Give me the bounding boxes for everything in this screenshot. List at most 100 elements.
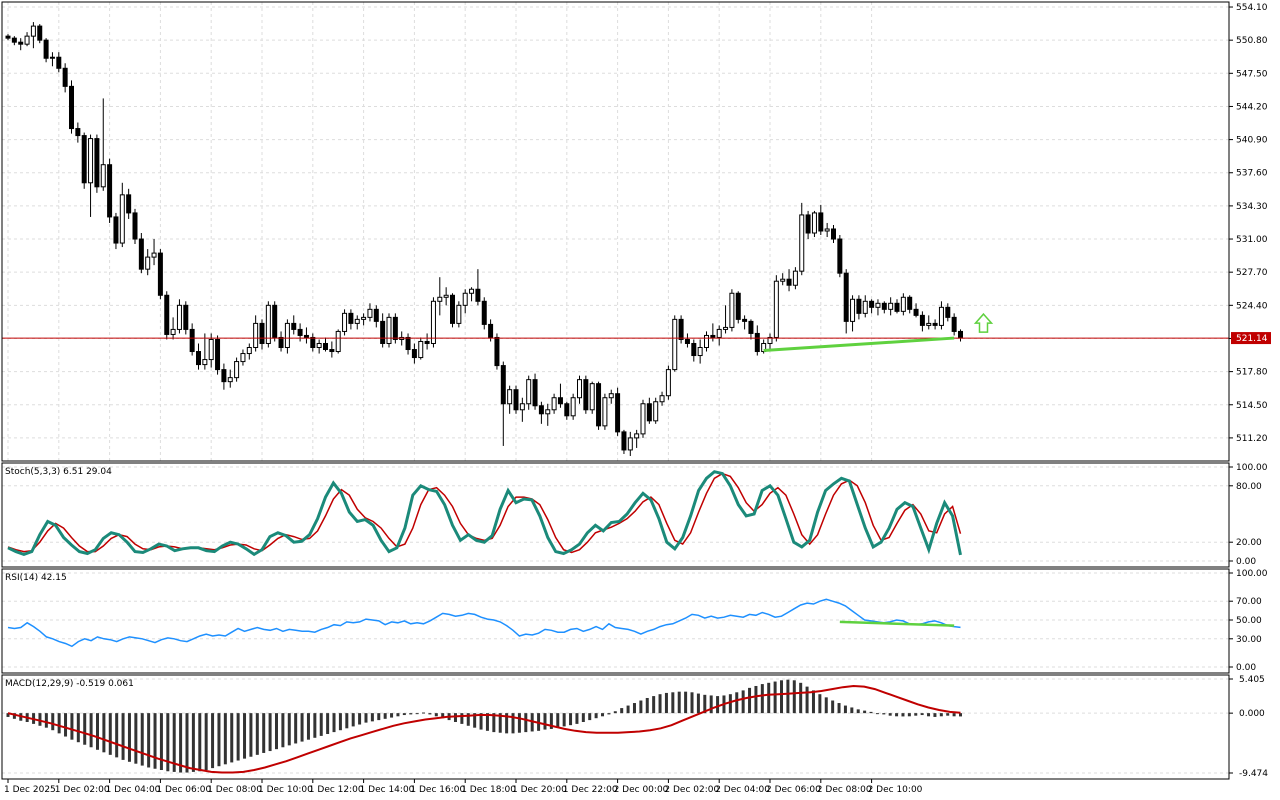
candle[interactable] <box>684 333 690 348</box>
candle[interactable] <box>450 293 455 328</box>
candle[interactable] <box>329 341 335 358</box>
candle[interactable] <box>157 249 163 300</box>
candle[interactable] <box>919 311 925 332</box>
candle[interactable] <box>589 381 595 414</box>
candle[interactable] <box>354 315 360 330</box>
candle[interactable] <box>30 22 36 49</box>
candle[interactable] <box>932 319 938 330</box>
candle[interactable] <box>608 389 614 404</box>
candle[interactable] <box>5 34 11 41</box>
candle[interactable] <box>189 323 195 356</box>
candle[interactable] <box>291 315 297 335</box>
candle[interactable] <box>532 373 538 410</box>
candle[interactable] <box>792 267 798 290</box>
candle[interactable] <box>81 132 87 189</box>
candle[interactable] <box>119 182 125 248</box>
candle[interactable] <box>615 387 621 436</box>
candle[interactable] <box>761 339 767 354</box>
candle[interactable] <box>805 210 811 240</box>
candle[interactable] <box>659 391 665 406</box>
candle[interactable] <box>246 343 252 360</box>
candle[interactable] <box>284 319 290 354</box>
candle[interactable] <box>132 208 138 245</box>
candle[interactable] <box>202 333 208 370</box>
candle[interactable] <box>342 309 348 336</box>
candle[interactable] <box>253 315 259 352</box>
candle[interactable] <box>18 38 24 51</box>
candle[interactable] <box>272 301 278 342</box>
candle[interactable] <box>259 319 265 350</box>
candle[interactable] <box>170 317 176 340</box>
candle[interactable] <box>418 337 424 360</box>
candle[interactable] <box>380 313 386 348</box>
candle[interactable] <box>100 98 106 191</box>
candle[interactable] <box>875 299 881 316</box>
candle[interactable] <box>888 297 894 316</box>
candle[interactable] <box>373 305 379 328</box>
candle[interactable] <box>831 224 836 244</box>
candle[interactable] <box>697 339 703 364</box>
candle[interactable] <box>208 333 214 368</box>
candle[interactable] <box>640 399 646 438</box>
candle[interactable] <box>494 333 500 370</box>
candle[interactable] <box>748 319 754 340</box>
candlestick-series[interactable] <box>5 22 963 456</box>
stoch-panel[interactable]: 100.00 80.00 20.00 0.00 Stoch(5,3,3) 6.51 2… <box>1 462 1268 568</box>
candle[interactable] <box>951 313 957 336</box>
candle[interactable] <box>475 269 481 306</box>
candle[interactable] <box>799 202 805 276</box>
candle[interactable] <box>392 313 398 344</box>
candle[interactable] <box>691 339 697 362</box>
candle[interactable] <box>24 32 30 47</box>
price-axis[interactable]: 554.10 550.80 547.50 544.20 540.90 537.60 534.… <box>1229 3 1268 444</box>
candle[interactable] <box>538 401 544 424</box>
candle[interactable] <box>665 365 671 400</box>
candle[interactable] <box>913 303 919 318</box>
candle[interactable] <box>88 134 94 217</box>
candle[interactable] <box>545 403 551 426</box>
candle[interactable] <box>49 52 55 67</box>
candle[interactable] <box>856 295 862 320</box>
candle[interactable] <box>316 339 322 354</box>
candle[interactable] <box>348 309 354 330</box>
candle[interactable] <box>945 303 951 322</box>
candle[interactable] <box>11 36 17 46</box>
candle[interactable] <box>227 369 233 388</box>
candle[interactable] <box>437 277 443 316</box>
candle[interactable] <box>513 385 519 414</box>
candle[interactable] <box>303 327 309 344</box>
support-trendline[interactable] <box>763 336 955 353</box>
candle[interactable] <box>646 397 652 424</box>
candle[interactable] <box>526 375 532 410</box>
candle[interactable] <box>894 299 900 314</box>
candle[interactable] <box>672 315 678 372</box>
candle[interactable] <box>37 24 43 44</box>
candle[interactable] <box>704 331 709 352</box>
rsi-panel[interactable]: 100.00 70.00 50.00 30.00 0.00 RSI(14) 42.15 <box>1 568 1268 674</box>
candle[interactable] <box>176 299 182 334</box>
candle[interactable] <box>43 38 49 63</box>
candle[interactable] <box>221 363 227 390</box>
candle[interactable] <box>926 315 932 330</box>
candle[interactable] <box>551 393 557 414</box>
candle[interactable] <box>405 333 411 355</box>
candle[interactable] <box>411 343 417 364</box>
candle[interactable] <box>850 295 856 332</box>
candle[interactable] <box>183 301 189 335</box>
candle[interactable] <box>265 301 271 348</box>
candle[interactable] <box>729 289 735 332</box>
candle[interactable] <box>278 331 284 352</box>
candle[interactable] <box>323 337 328 352</box>
candle[interactable] <box>138 233 144 274</box>
candle[interactable] <box>742 315 748 330</box>
candle[interactable] <box>215 335 221 375</box>
candle[interactable] <box>780 273 786 286</box>
candle[interactable] <box>767 333 773 350</box>
candle[interactable] <box>900 293 906 316</box>
candle[interactable] <box>843 269 849 334</box>
candle[interactable] <box>151 239 157 266</box>
candle[interactable] <box>881 301 887 314</box>
candle[interactable] <box>824 222 830 238</box>
candle[interactable] <box>869 299 875 314</box>
candle[interactable] <box>462 289 468 314</box>
